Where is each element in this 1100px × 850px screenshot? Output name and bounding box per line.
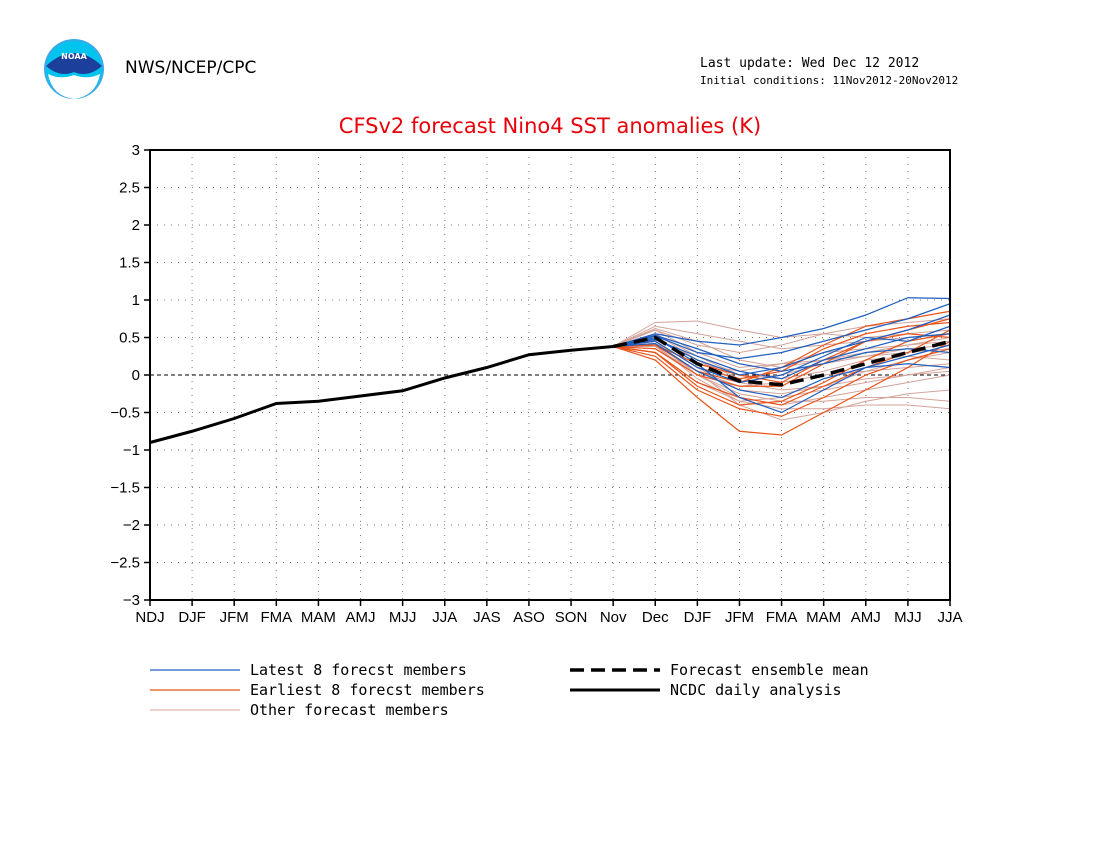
y-tick-label: 0 — [132, 367, 140, 384]
other-member-line — [612, 318, 951, 354]
latest-forecast-members — [612, 297, 951, 414]
y-tick-label: 1 — [132, 292, 140, 309]
x-tick-label: JJA — [937, 609, 962, 626]
agency-label: NWS/NCEP/CPC — [125, 58, 257, 78]
ensemble-mean-line — [612, 335, 951, 387]
last-update-text: Last update: Wed Dec 12 2012 — [700, 56, 920, 71]
x-tick-label: DJF — [684, 609, 712, 626]
legend-label-earliest: Earliest 8 forecst members — [250, 681, 485, 699]
x-tick-label: JJA — [432, 609, 457, 626]
noaa-logo: NOAA — [44, 39, 104, 99]
x-tick-label: FMA — [260, 609, 292, 626]
x-tick-label: MJJ — [389, 609, 417, 626]
earliest-member-line — [613, 333, 951, 384]
x-tick-label: NDJ — [135, 609, 164, 626]
y-axis: 3 2.5 2 1.5 1 0.5 0 −0.5 −1 −1.5 −2 −2.5 −3 — [110, 142, 150, 609]
initial-conditions-text: Initial conditions: 11Nov2012-20Nov2012 — [700, 74, 959, 87]
legend-label-mean: Forecast ensemble mean — [670, 661, 869, 679]
y-tick-label: −1.5 — [110, 480, 140, 497]
latest-member-line — [613, 334, 951, 372]
x-tick-label: MAM — [806, 609, 841, 626]
noaa-logo-text: NOAA — [61, 52, 87, 61]
y-tick-label: 2 — [132, 217, 140, 234]
y-tick-label: −3 — [123, 592, 140, 609]
chart-title: CFSv2 forecast Nino4 SST anomalies (K) — [338, 114, 762, 138]
legend-label-other: Other forecast members — [250, 701, 449, 719]
latest-member-line — [613, 303, 951, 360]
ncdc-analysis-line — [149, 345, 614, 444]
y-tick-label: −0.5 — [110, 405, 140, 422]
y-tick-label: −1 — [123, 442, 140, 459]
x-tick-label: MAM — [301, 609, 336, 626]
x-tick-label: SON — [555, 609, 588, 626]
y-tick-label: −2.5 — [110, 555, 140, 572]
x-tick-label: JFM — [725, 609, 754, 626]
x-tick-label: DJF — [178, 609, 206, 626]
latest-member-line — [613, 333, 951, 380]
y-tick-label: 0.5 — [119, 330, 140, 347]
x-tick-label: ASO — [513, 609, 545, 626]
x-tick-label: FMA — [766, 609, 798, 626]
y-tick-label: 2.5 — [119, 180, 140, 197]
earliest-member-line — [612, 340, 951, 436]
latest-member-line — [613, 342, 951, 399]
x-tick-label: AMJ — [346, 609, 376, 626]
legend-label-analysis: NCDC daily analysis — [670, 681, 842, 699]
x-tick-label: AMJ — [851, 609, 881, 626]
x-tick-label: JFM — [220, 609, 249, 626]
x-tick-label: Dec — [642, 609, 669, 626]
x-tick-label: MJJ — [894, 609, 922, 626]
x-tick-label: JAS — [473, 609, 501, 626]
earliest-forecast-members — [612, 310, 951, 436]
latest-member-line — [613, 336, 951, 414]
other-member-line — [612, 325, 951, 350]
x-tick-label: Nov — [600, 609, 627, 626]
legend: Latest 8 forecst members Earliest 8 forec… — [150, 661, 869, 719]
legend-label-latest: Latest 8 forecst members — [250, 661, 467, 679]
earliest-member-line — [613, 333, 951, 406]
latest-member-line — [613, 325, 951, 384]
other-member-line — [613, 333, 951, 391]
x-axis: NDJ DJF JFM FMA MAM AMJ MJJ JJA JAS ASO SON Nov Dec D… — [135, 600, 963, 626]
y-tick-label: 3 — [132, 142, 140, 159]
latest-member-line — [612, 297, 951, 348]
y-tick-label: −2 — [123, 517, 140, 534]
y-tick-label: 1.5 — [119, 255, 140, 272]
